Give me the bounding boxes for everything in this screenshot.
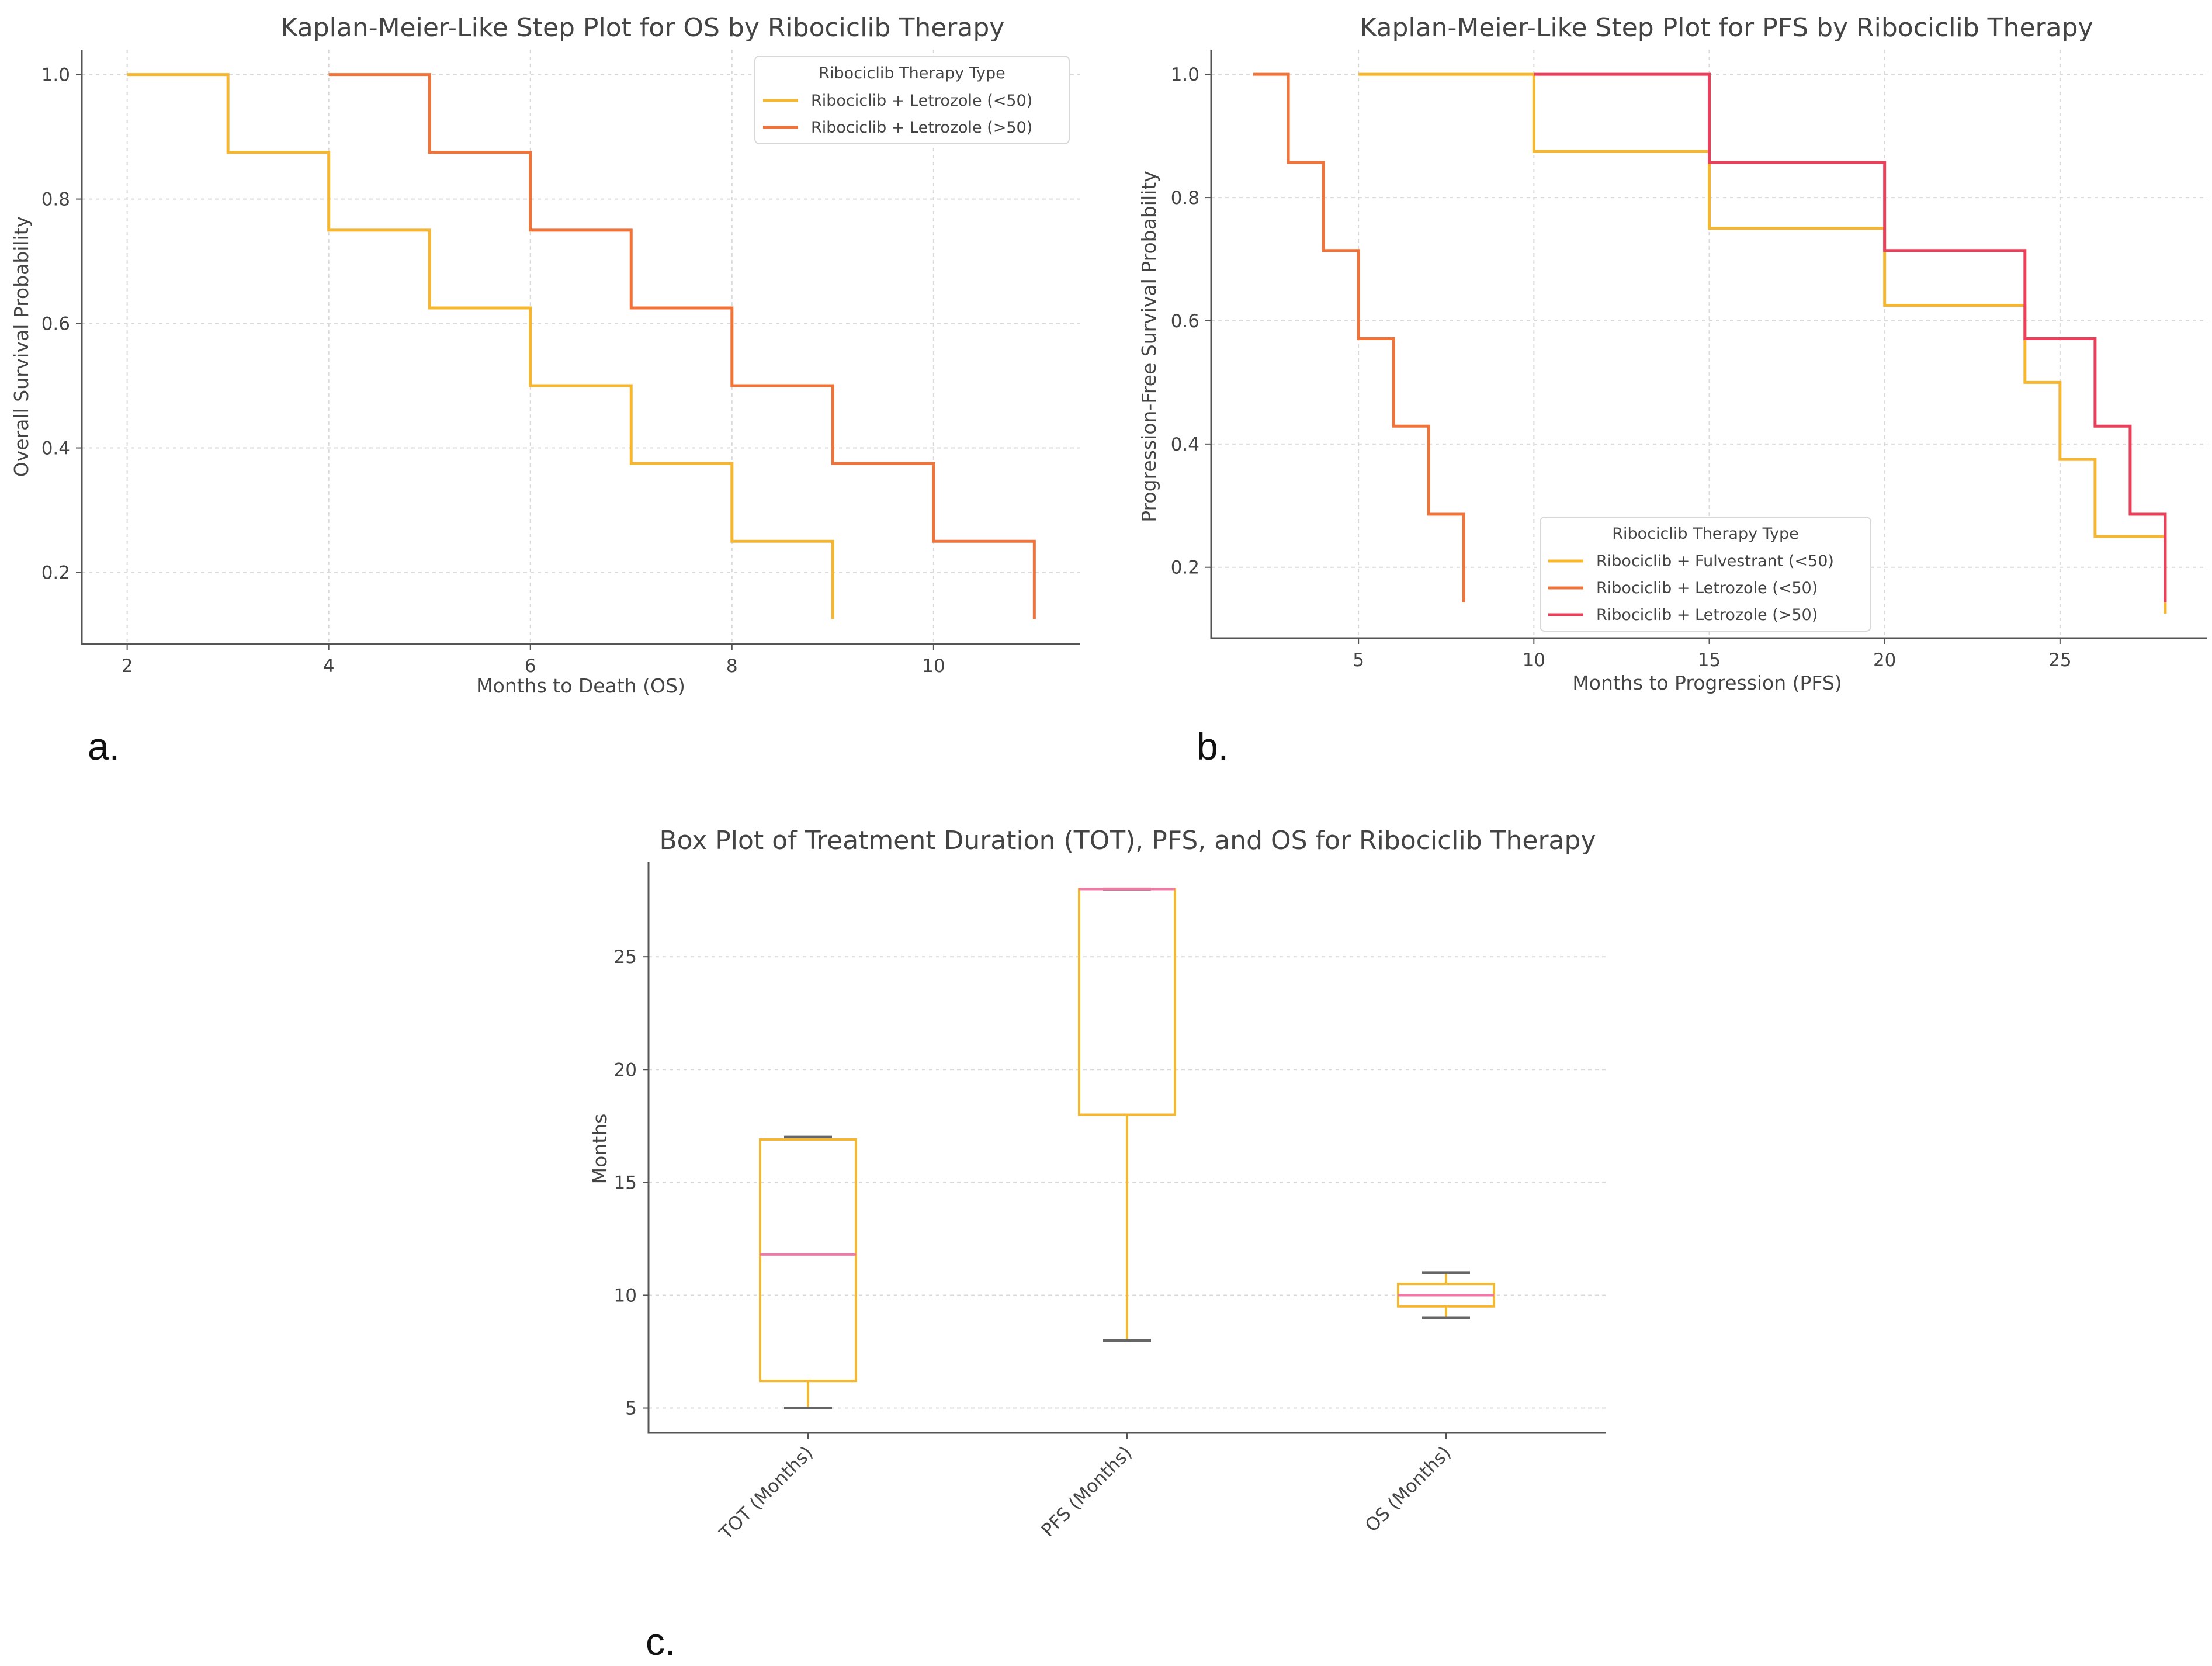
series-line-2 — [1534, 72, 2167, 602]
y-tick-label: 0.8 — [41, 189, 70, 210]
axes-spines — [647, 862, 1606, 1434]
y-ticks: 0.2 0.4 0.6 0.8 1.0 — [41, 65, 82, 584]
chart-title: Box Plot of Treatment Duration (TOT), PF… — [660, 826, 1596, 855]
x-tick-label: 5 — [1353, 650, 1364, 671]
x-axis-label: Months to Progression (PFS) — [1572, 671, 1842, 694]
x-tick-label: 10 — [922, 656, 945, 677]
legend-label-1: Ribociclib + Letrozole (>50) — [811, 119, 1032, 137]
legend: Ribociclib Therapy Type Ribociclib + Let… — [754, 56, 1070, 144]
axes-spines — [81, 50, 1080, 645]
y-ticks: 5 10 15 20 25 — [614, 947, 649, 1419]
y-tick-label: 0.6 — [1171, 311, 1199, 332]
series-line-1 — [328, 73, 1036, 619]
chart-title: Kaplan-Meier-Like Step Plot for PFS by R… — [1360, 13, 2093, 43]
series-line-0 — [127, 73, 834, 619]
y-axis-label: Progression-Free Survival Probability — [1138, 171, 1160, 522]
legend: Ribociclib Therapy Type Ribociclib + Ful… — [1540, 517, 1871, 632]
legend-label-0: Ribociclib + Fulvestrant (<50) — [1596, 552, 1834, 570]
x-tick-label: 6 — [525, 656, 536, 677]
panel-label-c: c. — [646, 1620, 675, 1663]
series-line-1 — [1253, 72, 1465, 602]
legend-label-1: Ribociclib + Letrozole (<50) — [1596, 579, 1818, 597]
y-tick-label: 20 — [614, 1059, 637, 1080]
x-tick-label: 2 — [122, 656, 133, 677]
y-tick-label: 0.2 — [1171, 557, 1199, 579]
os-step-plot: Kaplan-Meier-Like Step Plot for OS by Ri… — [10, 13, 1080, 697]
legend-label-2: Ribociclib + Letrozole (>50) — [1596, 606, 1818, 624]
x-tick-label: 25 — [2048, 650, 2071, 671]
y-tick-label: 1.0 — [41, 65, 70, 86]
x-tick-label: 8 — [726, 656, 738, 677]
x-tick-label: 15 — [1698, 650, 1721, 671]
pfs-step-plot: Kaplan-Meier-Like Step Plot for PFS by R… — [1138, 13, 2207, 694]
x-tick-label: 10 — [1523, 650, 1545, 671]
legend-title: Ribociclib Therapy Type — [1612, 525, 1798, 543]
box-body — [759, 1138, 857, 1383]
y-tick-label: 25 — [614, 947, 637, 968]
legend-label-0: Ribociclib + Letrozole (<50) — [811, 92, 1032, 110]
x-tick-label: 20 — [1873, 650, 1896, 671]
y-tick-label: 10 — [614, 1285, 637, 1306]
legend-frame — [1540, 517, 1871, 632]
y-tick-label: 15 — [614, 1172, 637, 1193]
y-axis-label: Overall Survival Probability — [10, 216, 33, 477]
x-tick-label: 4 — [323, 656, 335, 677]
y-ticks: 0.2 0.4 0.6 0.8 1.0 — [1171, 64, 1211, 579]
y-tick-label: 0.4 — [1171, 434, 1199, 455]
chart-title: Kaplan-Meier-Like Step Plot for OS by Ri… — [281, 13, 1005, 43]
y-tick-label: 1.0 — [1171, 64, 1199, 85]
y-tick-label: 0.6 — [41, 314, 70, 335]
series-layer — [127, 73, 1036, 619]
legend-title: Ribociclib Therapy Type — [819, 64, 1005, 82]
legend-frame — [754, 56, 1070, 144]
y-tick-label: 0.4 — [41, 438, 70, 459]
panel-label-a: a. — [88, 725, 120, 768]
box-layer — [759, 887, 1495, 1410]
axes-spines — [1210, 50, 2207, 639]
y-tick-label: 0.8 — [1171, 188, 1199, 209]
x-axis-label: Months to Death (OS) — [476, 674, 685, 697]
y-tick-label: 0.2 — [41, 563, 70, 584]
y-tick-label: 5 — [625, 1398, 637, 1419]
panel-label-b: b. — [1197, 725, 1229, 768]
series-layer — [1253, 72, 2167, 614]
x-ticks: 5 10 15 20 25 — [1353, 638, 2072, 671]
y-axis-label: Months — [588, 1114, 611, 1184]
x-ticks: 2 4 6 8 10 — [122, 644, 945, 677]
